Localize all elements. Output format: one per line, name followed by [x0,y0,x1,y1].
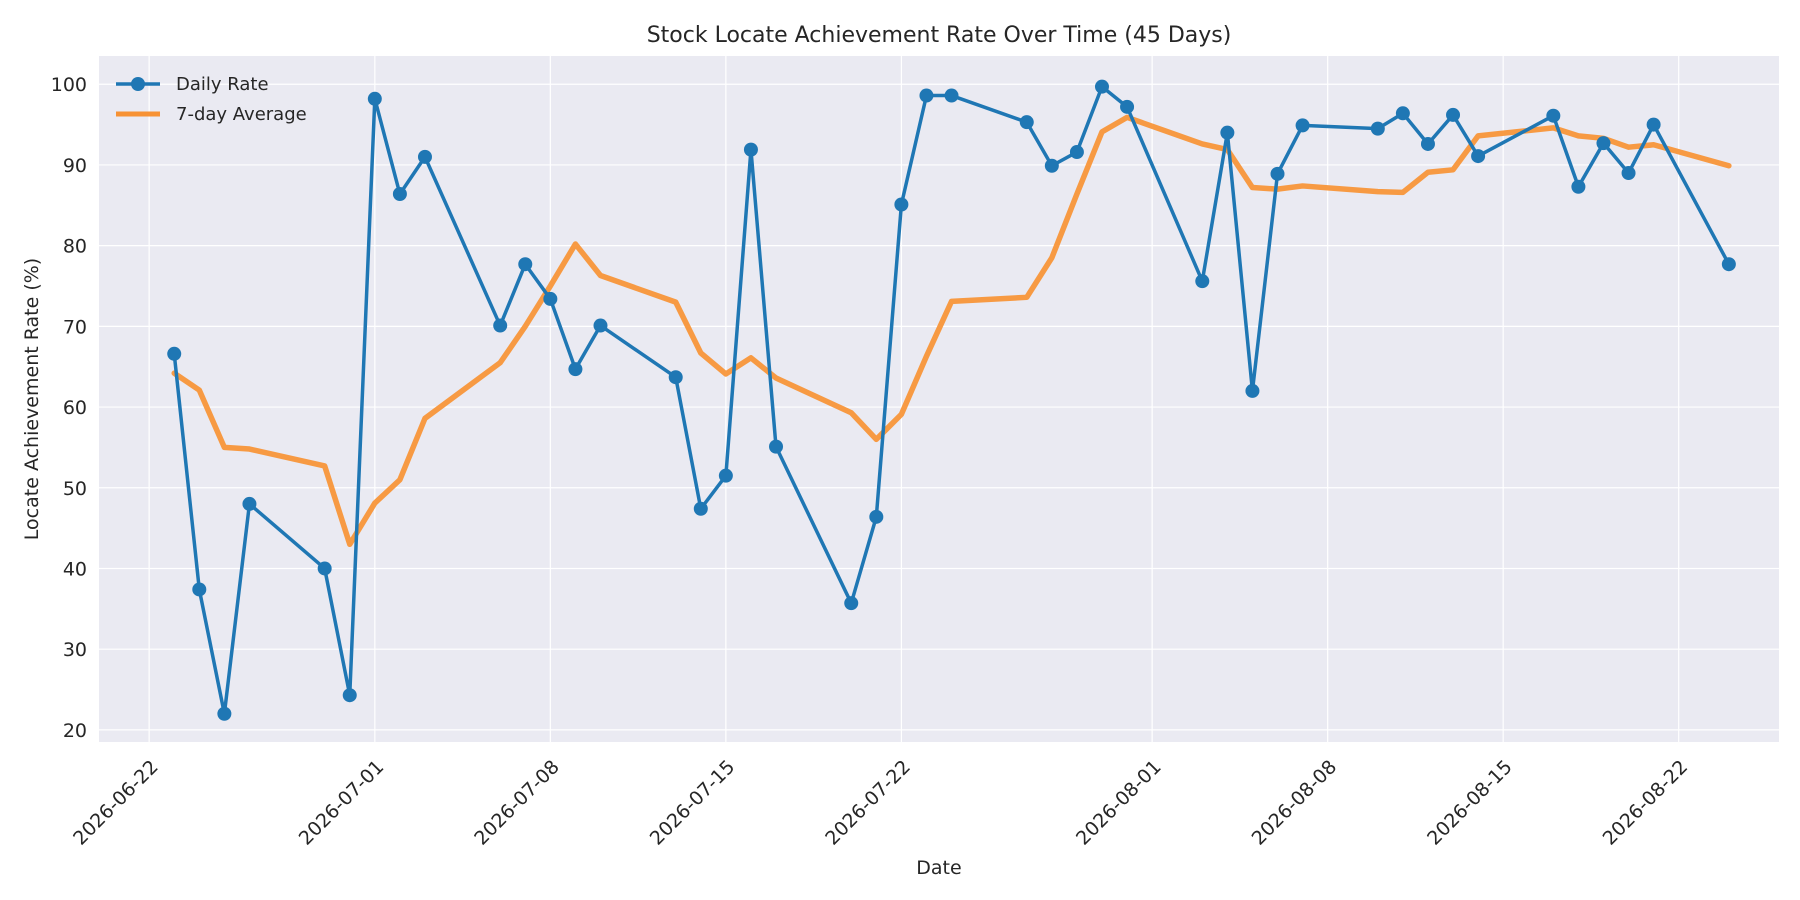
data-point-daily-rate [1446,107,1461,122]
data-point-daily-rate [844,596,859,611]
data-point-daily-rate [718,468,733,483]
data-point-daily-rate [568,362,583,377]
y-axis-ticks: 20 30 40 50 60 70 80 90 100 [51,74,87,742]
y-axis-label: Locate Achievement Rate (%) [21,258,43,540]
data-point-daily-rate [417,149,432,164]
data-point-daily-rate [743,142,758,157]
data-point-daily-rate [1571,179,1586,194]
data-point-daily-rate [543,291,558,306]
data-point-daily-rate [242,496,257,511]
data-point-daily-rate [1471,149,1486,164]
series-layer [167,79,1736,721]
data-point-daily-rate [693,501,708,516]
y-tick-label: 30 [63,639,87,661]
data-point-daily-rate [493,318,508,333]
y-tick-label: 60 [63,397,87,419]
data-point-daily-rate [869,509,884,524]
y-tick-label: 90 [63,155,87,177]
legend-7day-average-label: 7-day Average [176,104,307,125]
data-point-daily-rate [518,257,533,272]
data-point-daily-rate [1094,79,1109,94]
data-point-daily-rate [1295,118,1310,133]
data-point-daily-rate [1646,117,1661,132]
data-point-daily-rate [1220,125,1235,140]
data-point-daily-rate [1721,257,1736,272]
x-tick-label: 2026-08-22 [1599,756,1693,850]
y-tick-label: 100 [51,74,87,96]
legend-daily-rate-marker [131,77,145,91]
data-point-daily-rate [1120,99,1135,114]
data-point-daily-rate [593,318,608,333]
x-tick-label: 2026-08-08 [1248,756,1342,850]
data-point-daily-rate [1395,106,1410,121]
legend-daily-rate-label: Daily Rate [176,74,269,95]
chart-title: Stock Locate Achievement Rate Over Time … [647,23,1232,48]
x-tick-label: 2026-06-22 [69,756,163,850]
data-point-daily-rate [367,91,382,106]
data-point-daily-rate [1245,383,1260,398]
data-point-daily-rate [1019,115,1034,130]
y-tick-label: 70 [63,316,87,338]
data-point-daily-rate [1044,158,1059,173]
data-point-daily-rate [944,88,959,103]
y-tick-label: 80 [63,236,87,258]
x-tick-label: 2026-07-15 [646,756,740,850]
legend: Daily Rate 7-day Average [116,74,307,125]
plot-background [99,56,1779,742]
x-axis-label: Date [916,857,961,879]
y-tick-label: 20 [63,720,87,742]
data-point-daily-rate [894,197,909,212]
grid [99,56,1779,742]
x-tick-label: 2026-07-01 [295,756,389,850]
data-point-daily-rate [167,346,182,361]
data-point-daily-rate [217,706,232,721]
y-tick-label: 50 [63,478,87,500]
series-line-7-day-average [171,114,1732,548]
x-axis-ticks: 2026-06-22 2026-07-01 2026-07-08 2026-07-15… [69,756,1692,850]
y-tick-label: 40 [63,558,87,580]
data-point-daily-rate [1420,136,1435,151]
x-tick-label: 2026-08-01 [1072,756,1166,850]
data-point-daily-rate [1621,166,1636,181]
data-point-daily-rate [1370,121,1385,136]
data-point-daily-rate [1270,166,1285,181]
data-point-daily-rate [392,187,407,202]
data-point-daily-rate [192,582,207,597]
data-point-daily-rate [769,439,784,454]
x-tick-label: 2026-07-08 [470,756,564,850]
x-tick-label: 2026-07-22 [821,756,915,850]
data-point-daily-rate [1195,274,1210,289]
data-point-daily-rate [919,88,934,103]
data-point-daily-rate [1596,136,1611,151]
data-point-daily-rate [317,561,332,576]
x-tick-label: 2026-08-15 [1423,756,1517,850]
data-point-daily-rate [342,688,357,703]
data-point-daily-rate [668,370,683,385]
data-point-daily-rate [1546,108,1561,123]
data-point-daily-rate [1069,145,1084,160]
